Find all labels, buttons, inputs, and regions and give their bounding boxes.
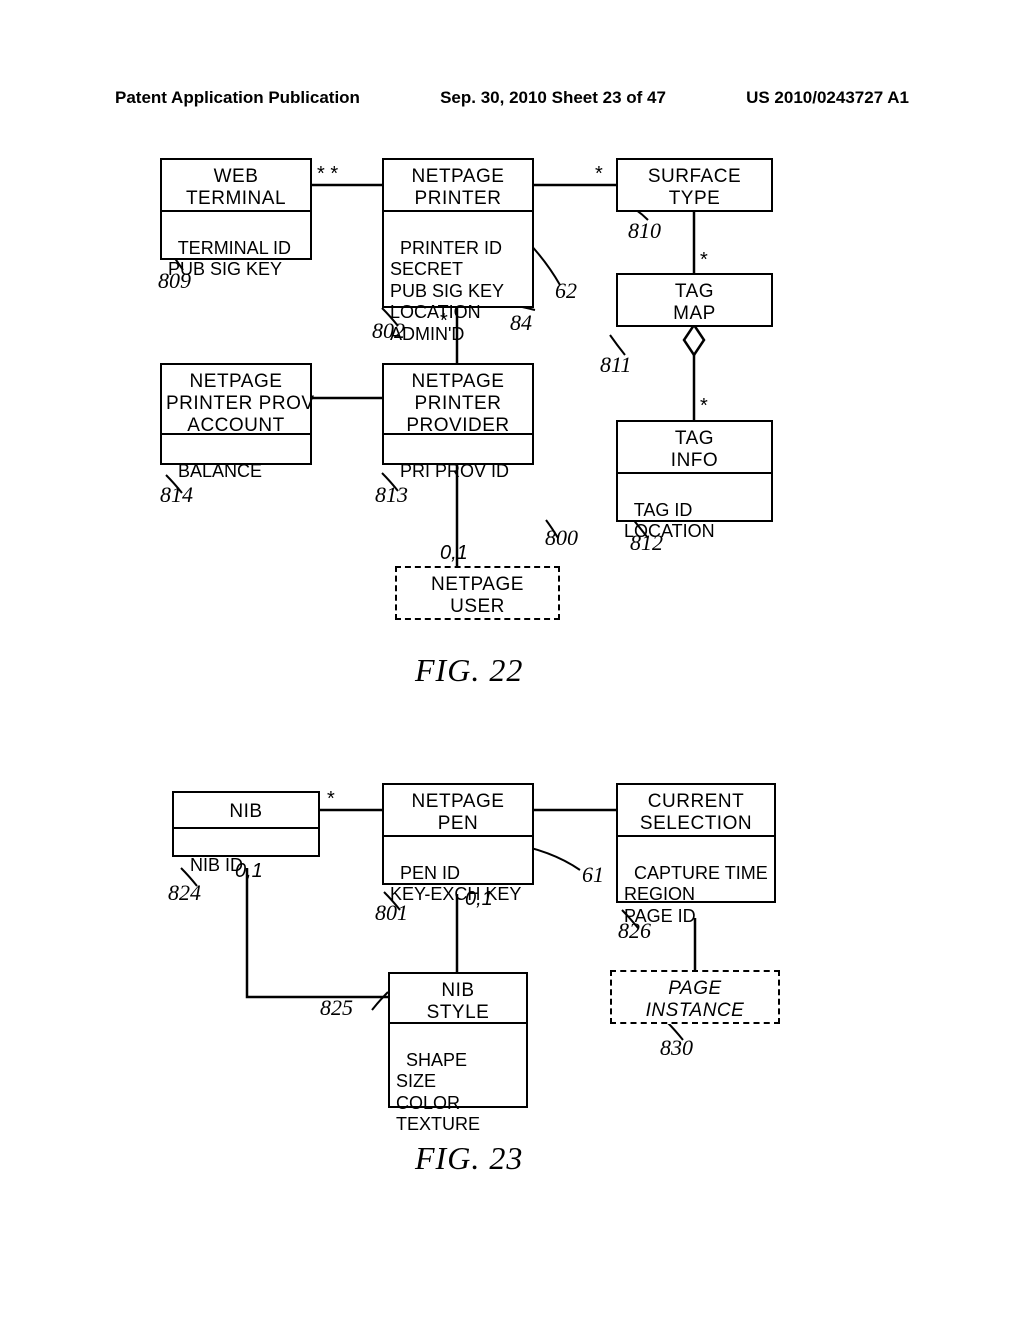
box-tag-map: TAG MAP <box>616 273 773 327</box>
box-nib-style-attrs: SHAPE SIZE COLOR TEXTURE <box>388 1022 528 1108</box>
mult-pen: 0,1 <box>465 888 493 911</box>
web-terminal-title: WEB TERMINAL <box>186 166 286 209</box>
ref-826: 826 <box>618 918 651 944</box>
box-current-selection: CURRENT SELECTION <box>616 783 776 837</box>
fig23-caption: FIG. 23 <box>415 1140 523 1177</box>
mult-wt-np: * * <box>317 163 338 186</box>
ref-809: 809 <box>158 268 191 294</box>
surface-type-title: SURFACE TYPE <box>648 166 741 209</box>
diagram-area: WEB TERMINAL TERMINAL ID PUB SIG KEY 809… <box>0 0 1024 1320</box>
mult-tm-ti: * <box>700 395 708 418</box>
ref-62: 62 <box>555 278 577 304</box>
box-page-instance: PAGE INSTANCE <box>610 970 780 1024</box>
box-printer-prov-account: NETPAGE PRINTER PROV ACCOUNT <box>160 363 312 435</box>
box-surface-type: SURFACE TYPE <box>616 158 773 212</box>
printer-prov-account-title: NETPAGE PRINTER PROV ACCOUNT <box>166 371 315 436</box>
box-nib-attrs: NIB ID <box>172 827 320 857</box>
mult-st-tm: * <box>700 249 708 272</box>
ref-810: 810 <box>628 218 661 244</box>
printer-prov-account-attrs: BALANCE <box>178 461 262 481</box>
ref-824: 824 <box>168 880 201 906</box>
nib-title: NIB <box>229 801 262 822</box>
box-printer-provider: NETPAGE PRINTER PROVIDER <box>382 363 534 435</box>
ref-813: 813 <box>375 482 408 508</box>
current-selection-title: CURRENT SELECTION <box>640 791 752 834</box>
ref-800: 800 <box>545 525 578 551</box>
mult-nib: 0,1 <box>235 860 263 883</box>
ref-812: 812 <box>630 530 663 556</box>
box-netpage-printer-attrs: PRINTER ID SECRET PUB SIG KEY LOCATION A… <box>382 210 534 308</box>
current-selection-attrs: CAPTURE TIME REGION PAGE ID <box>624 863 768 926</box>
netpage-user-title: NETPAGE USER <box>431 574 524 617</box>
page-instance-title: PAGE INSTANCE <box>646 978 745 1021</box>
box-printer-provider-attrs: PRI PROV ID <box>382 433 534 465</box>
printer-provider-attrs: PRI PROV ID <box>400 461 509 481</box>
mult-nib-pen: * <box>327 788 335 811</box>
box-printer-prov-account-attrs: BALANCE <box>160 433 312 465</box>
netpage-pen-title: NETPAGE PEN <box>412 791 505 834</box>
mult-user: 0,1 <box>440 542 468 565</box>
nib-style-title: NIB STYLE <box>427 980 490 1023</box>
box-netpage-pen: NETPAGE PEN <box>382 783 534 837</box>
ref-801: 801 <box>375 900 408 926</box>
box-tag-info: TAG INFO <box>616 420 773 474</box>
ref-830: 830 <box>660 1035 693 1061</box>
box-tag-info-attrs: TAG ID LOCATION <box>616 472 773 522</box>
nib-style-attrs: SHAPE SIZE COLOR TEXTURE <box>396 1050 480 1135</box>
ref-61: 61 <box>582 862 604 888</box>
box-web-terminal: WEB TERMINAL <box>160 158 312 212</box>
printer-provider-title: NETPAGE PRINTER PROVIDER <box>406 371 509 436</box>
mult-np-down: * <box>440 310 448 333</box>
ref-84: 84 <box>510 310 532 336</box>
box-netpage-printer: NETPAGE PRINTER <box>382 158 534 212</box>
ref-814: 814 <box>160 482 193 508</box>
ref-825: 825 <box>320 995 353 1021</box>
box-nib: NIB <box>172 791 320 829</box>
box-web-terminal-attrs: TERMINAL ID PUB SIG KEY <box>160 210 312 260</box>
box-netpage-pen-attrs: PEN ID KEY-EXCH KEY <box>382 835 534 885</box>
ref-802: 802 <box>372 318 405 344</box>
netpage-printer-title: NETPAGE PRINTER <box>412 166 505 209</box>
tag-info-title: TAG INFO <box>671 428 718 471</box>
tag-map-title: TAG MAP <box>673 281 716 324</box>
fig22-caption: FIG. 22 <box>415 652 523 689</box>
box-nib-style: NIB STYLE <box>388 972 528 1024</box>
netpage-pen-attrs: PEN ID KEY-EXCH KEY <box>390 863 521 905</box>
box-current-selection-attrs: CAPTURE TIME REGION PAGE ID <box>616 835 776 903</box>
box-netpage-user: NETPAGE USER <box>395 566 560 620</box>
ref-811: 811 <box>600 352 631 378</box>
mult-np-st: * <box>595 163 603 186</box>
